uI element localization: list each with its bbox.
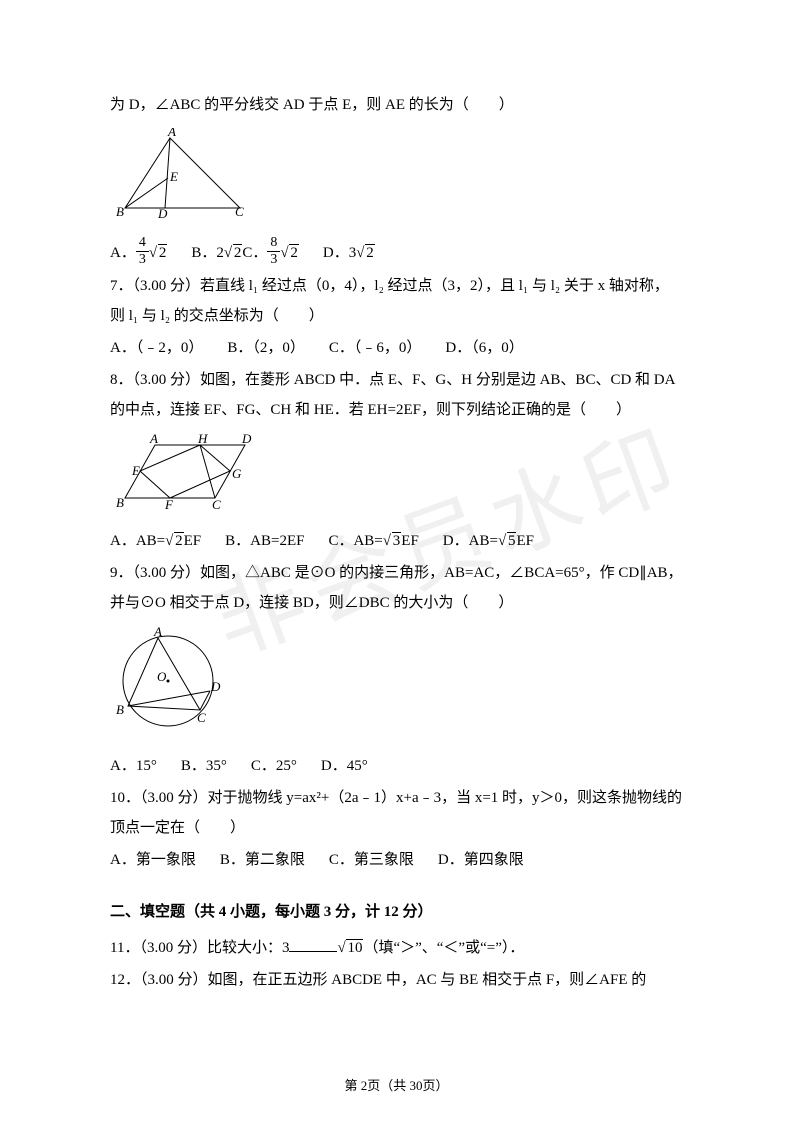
- q9-options: A．15° B．35° C．25° D．45°: [110, 751, 683, 781]
- q7-opt-C: C．（﹣6，0）: [329, 333, 422, 363]
- q6-stem-cont: 为 D，∠ABC 的平分线交 AD 于点 E，则 AE 的长为（ ）: [110, 90, 683, 120]
- q9-opt-B: B．35°: [181, 751, 227, 781]
- section2-title: 二、填空题（共 4 小题，每小题 3 分，计 12 分）: [110, 897, 683, 927]
- q6-label-C: C: [235, 204, 244, 219]
- q10-stem: 10．（3.00 分）对于抛物线 y=ax²+（2a﹣1）x+a﹣3，当 x=1…: [110, 783, 683, 843]
- q8-opt-B: B．AB=2EF: [225, 526, 304, 556]
- q6-opt-B: B．22C．832: [191, 238, 299, 269]
- q8-figure: A H D E G B F C: [110, 433, 683, 516]
- q8-options: A．AB=2EF B．AB=2EF C．AB=3EF D．AB=5EF: [110, 526, 683, 556]
- q9-stem: 9．（3.00 分）如图，△ABC 是⊙O 的内接三角形，AB=AC，∠BCA=…: [110, 558, 683, 618]
- q8-label-C: C: [212, 497, 221, 511]
- q6-label-E: E: [169, 169, 178, 184]
- page-footer: 第 2页（共 30页）: [0, 1075, 793, 1094]
- q7-stem: 7．（3.00 分）若直线 l₁ 经过点（0，4），l₂ 经过点（3，2），且 …: [110, 271, 683, 331]
- q9-opt-A: A．15°: [110, 751, 157, 781]
- q10-options: A．第一象限 B．第二象限 C．第三象限 D．第四象限: [110, 845, 683, 875]
- q6-opt-A: A．432: [110, 238, 167, 269]
- q9-opt-C: C．25°: [251, 751, 297, 781]
- q8-opt-C: C．AB=3EF: [328, 526, 418, 556]
- q10-opt-D: D．第四象限: [438, 845, 524, 875]
- q7-options: A．（﹣2，0） B．（2，0） C．（﹣6，0） D．（6，0）: [110, 333, 683, 363]
- q9-opt-D: D．45°: [321, 751, 368, 781]
- q8-label-E: E: [131, 463, 140, 478]
- q8-stem: 8．（3.00 分）如图，在菱形 ABCD 中．点 E、F、G、H 分别是边 A…: [110, 365, 683, 425]
- q6-options: A．432 B．22C．832 D．32: [110, 238, 683, 269]
- q9-figure: A O D B C: [110, 626, 683, 741]
- q7-opt-D: D．（6，0）: [445, 333, 523, 363]
- q10-opt-B: B．第二象限: [220, 845, 305, 875]
- q8-opt-D: D．AB=5EF: [443, 526, 534, 556]
- q6-label-B: B: [116, 204, 124, 219]
- q6-label-D: D: [157, 206, 168, 221]
- q6-figure: A B C D E: [110, 128, 683, 228]
- q8-label-F: F: [164, 497, 174, 511]
- q8-label-G: G: [232, 466, 242, 481]
- q8-label-B: B: [116, 495, 124, 510]
- q8-label-A: A: [149, 433, 158, 446]
- q9-label-D: D: [210, 679, 221, 694]
- q9-label-B: B: [116, 702, 124, 717]
- q7-opt-B: B．（2，0）: [227, 333, 305, 363]
- q9-label-O: O: [157, 669, 167, 684]
- q7-opt-A: A．（﹣2，0）: [110, 333, 203, 363]
- q12: 12．（3.00 分）如图，在正五边形 ABCDE 中，AC 与 BE 相交于点…: [110, 965, 683, 995]
- q10-opt-A: A．第一象限: [110, 845, 196, 875]
- q6-opt-D: D．32: [323, 238, 375, 269]
- q8-label-D: D: [241, 433, 252, 446]
- q6-label-A: A: [167, 128, 176, 139]
- q9-label-A: A: [153, 626, 162, 639]
- q8-opt-A: A．AB=2EF: [110, 526, 201, 556]
- q10-opt-C: C．第三象限: [329, 845, 414, 875]
- q9-label-C: C: [197, 710, 206, 725]
- q11: 11．（3.00 分）比较大小：310（填“＞”、“＜”或“=”）．: [110, 933, 683, 963]
- q8-label-H: H: [197, 433, 208, 446]
